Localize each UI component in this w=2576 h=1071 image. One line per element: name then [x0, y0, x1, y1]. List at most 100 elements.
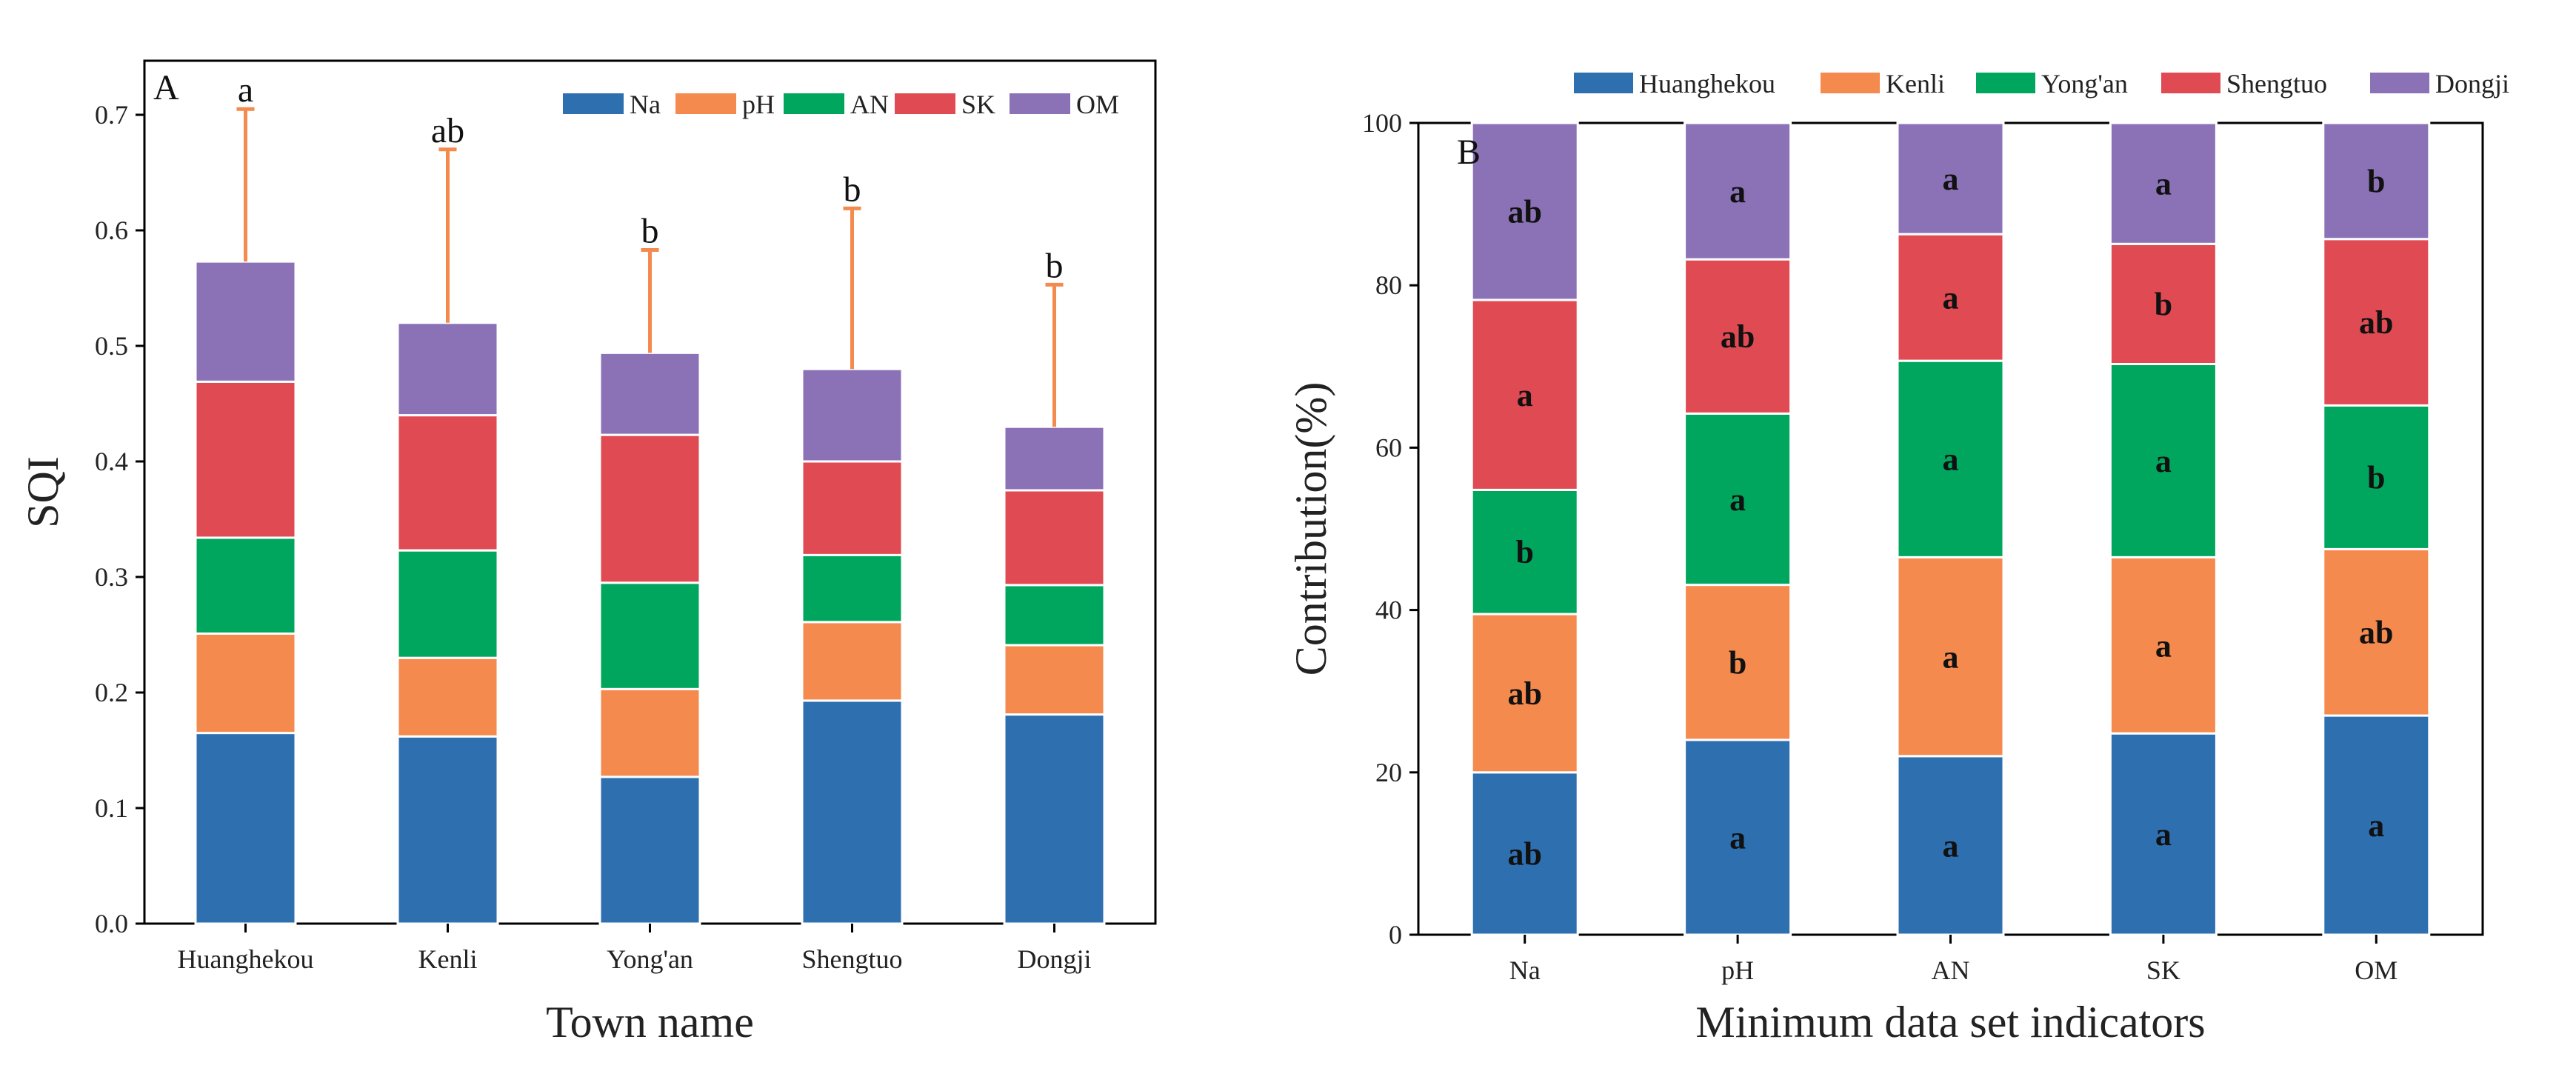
- panel-b-bar-om-huanghekou: [2322, 714, 2431, 936]
- panel-a-bar-dongji-om: [1003, 425, 1106, 492]
- panel-a-significance-kenli: ab: [431, 111, 464, 150]
- panel-a-bar-kenli-na: [396, 735, 499, 925]
- panel-b-significance-ph-shengtuo: ab: [1721, 318, 1755, 355]
- panel-b-significance-sk-huanghekou: a: [2155, 816, 2172, 853]
- panel-a-bar-kenli-om: [396, 321, 499, 417]
- panel-b-bar-ph-yong-an: [1684, 412, 1792, 587]
- panel-a-bar-yong-an-an: [598, 581, 701, 690]
- panel-a-x-tick-label-kenli: Kenli: [418, 944, 478, 974]
- panel-b-significance-na-yong-an: b: [1515, 534, 1533, 570]
- panel-a-stacked-sqi-chart: 0.0 0.1 0.2 0.3 0.4 0.5 0.6 0.7 a Huanghekou ab Ken…: [19, 59, 1157, 1047]
- panel-b-significance-an-huanghekou: a: [1943, 827, 1959, 864]
- panel-b-bar-ph-dongji: [1684, 121, 1792, 261]
- panel-a-bar-kenli-sk: [396, 414, 499, 552]
- panel-a-bar-yong-an-ph: [598, 687, 701, 778]
- panel-b-bar-sk-shengtuo: [2109, 242, 2218, 366]
- panel-a-bar-shengtuo-sk: [801, 460, 904, 556]
- panel-a-bar-shengtuo-ph: [801, 621, 904, 702]
- panel-b-significance-na-kenli: ab: [1507, 675, 1541, 712]
- panel-b-significance-om-yong-an: b: [2367, 459, 2385, 496]
- panel-b-legend-label-kenli: Kenli: [1886, 69, 1945, 99]
- panel-b-stacked-contribution-chart: 020406080100ababbaabNaabaabapHaaaaaANaaa…: [1287, 69, 2509, 1047]
- panel-a-y-tick-label: 0.0: [95, 909, 128, 938]
- panel-a-y-tick-label: 0.6: [95, 216, 128, 245]
- panel-b-bar-sk-yong-an: [2109, 363, 2218, 558]
- panel-b-bar-sk-huanghekou: [2109, 732, 2218, 936]
- panel-a-y-tick-label: 0.4: [95, 447, 128, 476]
- panel-a-bar-huanghekou-om: [194, 260, 297, 383]
- panel-b-significance-sk-kenli: a: [2155, 627, 2172, 664]
- panel-a-bar-shengtuo-om: [801, 367, 904, 463]
- panel-a-bar-huanghekou-na: [194, 732, 297, 925]
- panel-b-y-tick-label: 20: [1375, 758, 1402, 787]
- panel-a-x-tick-label-shengtuo: Shengtuo: [801, 944, 902, 974]
- panel-b-significance-na-dongji: ab: [1507, 193, 1541, 230]
- panel-a-x-axis-title: Town name: [546, 998, 754, 1047]
- panel-b-y-tick-label: 80: [1375, 270, 1402, 300]
- panel-b-legend-swatch-dongji: [2370, 73, 2429, 93]
- panel-a-bar-dongji-sk: [1003, 489, 1106, 587]
- panel-b-legend-label-yong-an: Yong'an: [2041, 69, 2128, 99]
- panel-b-x-tick-label-om: OM: [2355, 955, 2398, 985]
- panel-b-bar-ph-kenli: [1684, 584, 1792, 741]
- panel-a-y-tick-label: 0.7: [95, 100, 128, 130]
- panel-b-significance-an-shengtuo: a: [1943, 280, 1959, 316]
- panel-b-significance-an-dongji: a: [1943, 161, 1959, 197]
- panel-a-bar-yong-an-na: [598, 775, 701, 925]
- panel-b-legend-swatch-yong-an: [1976, 73, 2035, 93]
- panel-b-legend-label-huanghekou: Huanghekou: [1639, 69, 1775, 99]
- panel-b-significance-sk-yong-an: a: [2155, 443, 2172, 479]
- panel-a-significance-dongji: b: [1046, 246, 1064, 285]
- panel-b-significance-an-kenli: a: [1943, 639, 1959, 675]
- panel-b-bar-om-yong-an: [2322, 404, 2431, 550]
- panel-b-bar-na-shengtuo: [1470, 298, 1579, 491]
- panel-b-significance-om-shengtuo: ab: [2359, 304, 2393, 341]
- panel-b-bar-an-shengtuo: [1896, 233, 2005, 362]
- panel-b-x-axis-title: Minimum data set indicators: [1695, 998, 2205, 1047]
- panel-b-significance-ph-dongji: a: [1729, 173, 1746, 210]
- panel-a-label: A: [153, 68, 179, 107]
- panel-a-legend-label-an: AN: [850, 90, 889, 119]
- panel-a-bar-shengtuo-na: [801, 699, 904, 925]
- panel-b-x-tick-label-sk: SK: [2146, 955, 2180, 985]
- panel-a-bar-shengtuo-an: [801, 553, 904, 624]
- panel-a-bar-yong-an-sk: [598, 433, 701, 584]
- panel-b-legend-label-dongji: Dongji: [2435, 69, 2509, 99]
- panel-b-legend-swatch-kenli: [1821, 73, 1880, 93]
- panel-a-bar-huanghekou-an: [194, 536, 297, 635]
- panel-b-bar-an-kenli: [1896, 555, 2005, 758]
- panel-b-bar-na-yong-an: [1470, 488, 1579, 615]
- panel-b-significance-na-shengtuo: a: [1517, 377, 1533, 413]
- panel-a-legend-label-na: Na: [630, 90, 661, 119]
- panel-b-significance-ph-yong-an: a: [1729, 481, 1746, 518]
- panel-b-x-tick-label-ph: pH: [1721, 955, 1754, 985]
- panel-b-bar-an-dongji: [1896, 121, 2005, 236]
- panel-b-bar-an-yong-an: [1896, 359, 2005, 558]
- panel-a-bar-dongji-ph: [1003, 644, 1106, 716]
- panel-a-x-tick-label-huanghekou: Huanghekou: [178, 944, 314, 974]
- panel-a-legend-swatch-om: [1010, 93, 1070, 114]
- panel-a-y-tick-label: 0.3: [95, 562, 128, 592]
- panel-b-bar-na-kenli: [1470, 613, 1579, 774]
- panel-b-bar-ph-huanghekou: [1684, 738, 1792, 936]
- panel-a-legend-swatch-na: [563, 93, 624, 114]
- panel-a-legend-label-om: OM: [1076, 90, 1119, 119]
- panel-b-significance-sk-dongji: a: [2155, 166, 2172, 202]
- panel-b-y-tick-label: 40: [1375, 595, 1402, 625]
- panel-b-bar-sk-dongji: [2109, 121, 2218, 245]
- panel-b-significance-ph-huanghekou: a: [1729, 819, 1746, 855]
- panel-b-x-tick-label-na: Na: [1509, 955, 1541, 985]
- panel-b-y-tick-label: 0: [1389, 920, 1402, 950]
- panel-a-bar-yong-an-om: [598, 351, 701, 436]
- panel-a-significance-shengtuo: b: [844, 170, 861, 209]
- panel-b-bar-om-shengtuo: [2322, 238, 2431, 407]
- panel-b-bar-om-kenli: [2322, 547, 2431, 717]
- panel-a-y-tick-label: 0.5: [95, 331, 128, 361]
- panel-a-bar-kenli-ph: [396, 656, 499, 738]
- panel-b-bar-om-dongji: [2322, 121, 2431, 241]
- panel-b-legend-swatch-shengtuo: [2161, 73, 2220, 93]
- panel-a-y-tick-label: 0.1: [95, 793, 128, 823]
- panel-a-significance-yong-an: b: [641, 212, 659, 251]
- panel-b-legend-label-shengtuo: Shengtuo: [2226, 69, 2327, 99]
- panel-a-bar-dongji-an: [1003, 584, 1106, 647]
